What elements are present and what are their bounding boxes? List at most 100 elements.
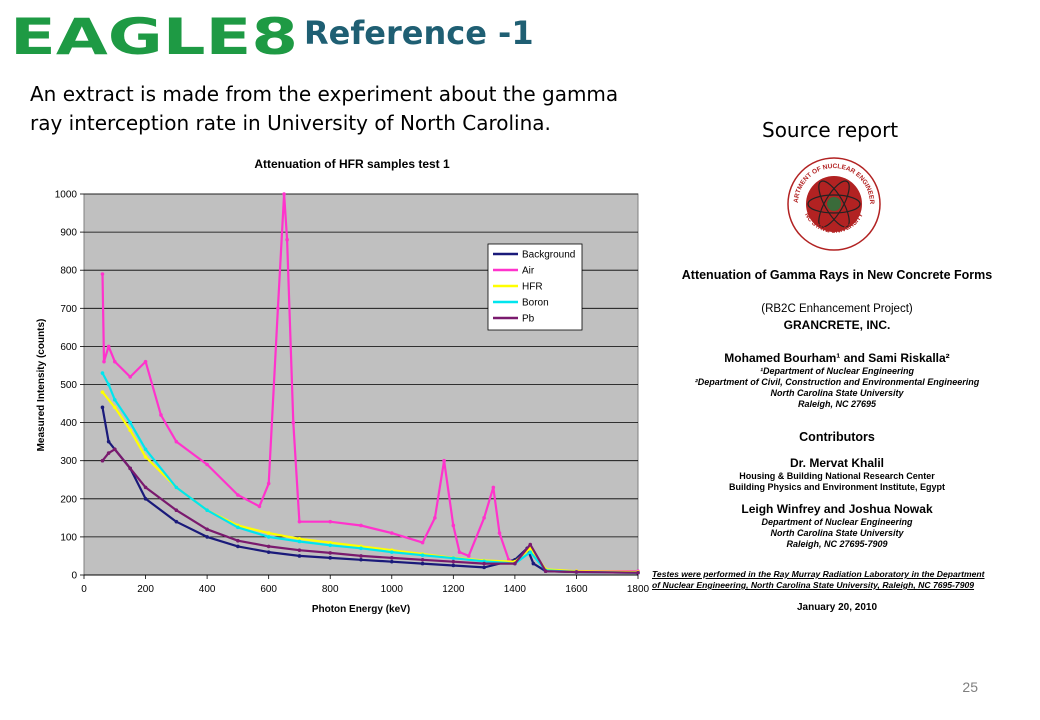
data-point [442, 458, 446, 463]
svg-text:EAGLE8: EAGLE8 [10, 12, 298, 58]
data-point [174, 439, 179, 444]
data-point [100, 272, 105, 276]
data-point [128, 420, 132, 425]
x-tick-label: 1800 [627, 584, 650, 595]
y-axis-label: Measured Intensity (counts) [36, 319, 47, 452]
y-tick-label: 200 [60, 494, 77, 505]
chart-legend: Background Air HFR Boron Pb [487, 243, 583, 331]
data-point [102, 359, 106, 364]
contributor-1-name: Dr. Mervat Khalil [789, 456, 885, 470]
x-axis-label: Photon Energy (keV) [312, 604, 410, 615]
intro-text: An extract is made from the experiment a… [30, 82, 619, 135]
data-point [112, 397, 117, 402]
contributor-1-org-1: Housing & Building National Research Cen… [739, 471, 935, 481]
report-title: Attenuation of Gamma Rays in New Concret… [681, 268, 993, 282]
series-pb [100, 447, 640, 575]
x-tick-label: 1200 [442, 584, 465, 595]
y-tick-labels: 0 100 200 300 400 500 600 700 800 900 1000 [55, 190, 84, 582]
slide-title: Reference -1 [304, 14, 534, 52]
data-point [451, 523, 456, 528]
report-university: North Carolina State University [770, 388, 904, 398]
y-tick-label: 900 [60, 228, 77, 239]
data-point [389, 556, 394, 560]
data-point [236, 538, 240, 543]
series-background [100, 405, 640, 575]
data-point [297, 539, 302, 544]
tested-note-line-2: of Nuclear Engineering, North Carolina S… [652, 580, 975, 590]
eagle8-logo: EAGLE8 [10, 12, 298, 58]
chart-title: Attenuation of HFR samples test 1 [254, 157, 450, 171]
legend-label: Air [522, 266, 535, 277]
legend-label: Boron [522, 298, 549, 309]
data-point [574, 570, 579, 574]
data-point [266, 535, 271, 539]
source-report-cover: DEPARTMENT OF NUCLEAR ENGINEERING NC STA… [652, 150, 1022, 620]
report-city: Raleigh, NC 27695 [797, 399, 877, 409]
data-point [389, 531, 394, 535]
y-tick-label: 1000 [55, 190, 78, 201]
data-point [328, 543, 333, 548]
data-point [328, 519, 333, 524]
contributors-heading: Contributors [799, 430, 875, 444]
data-point [128, 466, 132, 471]
x-tick-label: 200 [137, 584, 154, 595]
data-point [100, 371, 105, 375]
series-boron [100, 371, 640, 575]
contributor-2-org-1: Department of Nuclear Engineering [761, 517, 913, 527]
data-point [143, 359, 148, 364]
contributor-2-name: Leigh Winfrey and Joshua Nowak [741, 502, 933, 516]
x-tick-label: 0 [81, 584, 87, 595]
data-point [128, 375, 132, 379]
data-point [100, 390, 105, 394]
data-point [328, 540, 333, 545]
report-company: GRANCRETE, INC. [783, 318, 891, 332]
data-point [205, 462, 209, 467]
data-point [276, 306, 280, 311]
data-point [389, 559, 394, 564]
data-point [482, 561, 486, 566]
data-point [328, 551, 333, 555]
data-point [266, 550, 271, 554]
data-point [389, 550, 394, 554]
nc-state-seal: DEPARTMENT OF NUCLEAR ENGINEERING NC STA… [786, 156, 881, 251]
data-point [174, 519, 179, 524]
data-point [143, 447, 148, 452]
legend-label: Pb [522, 314, 535, 325]
data-point [174, 508, 179, 513]
data-point [112, 359, 117, 364]
data-point [291, 420, 296, 425]
data-point [359, 554, 363, 558]
data-point [451, 563, 456, 568]
data-point [159, 413, 163, 417]
report-project: (RB2C Enhancement Project) [761, 303, 913, 315]
data-point [257, 504, 262, 509]
data-point [236, 493, 240, 497]
data-point [174, 485, 179, 490]
data-point [205, 508, 209, 513]
data-point [285, 237, 289, 242]
data-point [205, 527, 209, 532]
data-point [636, 570, 640, 575]
attenuation-chart: Attenuation of HFR samples test 1 0 100 20… [36, 157, 650, 615]
data-point [359, 557, 363, 562]
data-point [106, 451, 111, 455]
y-tick-label: 100 [60, 532, 77, 543]
report-affiliation-2: ²Department of Civil, Construction and E… [694, 377, 980, 387]
data-point [106, 439, 111, 444]
data-point [297, 519, 302, 524]
data-point [106, 382, 111, 387]
x-tick-label: 1400 [504, 584, 527, 595]
data-point [528, 550, 533, 554]
y-tick-label: 600 [60, 342, 77, 353]
tested-note-line-1: Testes were performed in the Ray Murray … [652, 569, 985, 579]
data-point [513, 561, 517, 566]
data-point [451, 556, 456, 561]
x-tick-label: 1000 [381, 584, 404, 595]
data-point [359, 546, 363, 551]
data-point [143, 497, 148, 501]
data-point [528, 542, 533, 547]
data-point [451, 559, 456, 564]
y-tick-label: 300 [60, 456, 77, 467]
series-line [101, 407, 639, 574]
report-affiliation-1: ¹Department of Nuclear Engineering [759, 366, 915, 376]
